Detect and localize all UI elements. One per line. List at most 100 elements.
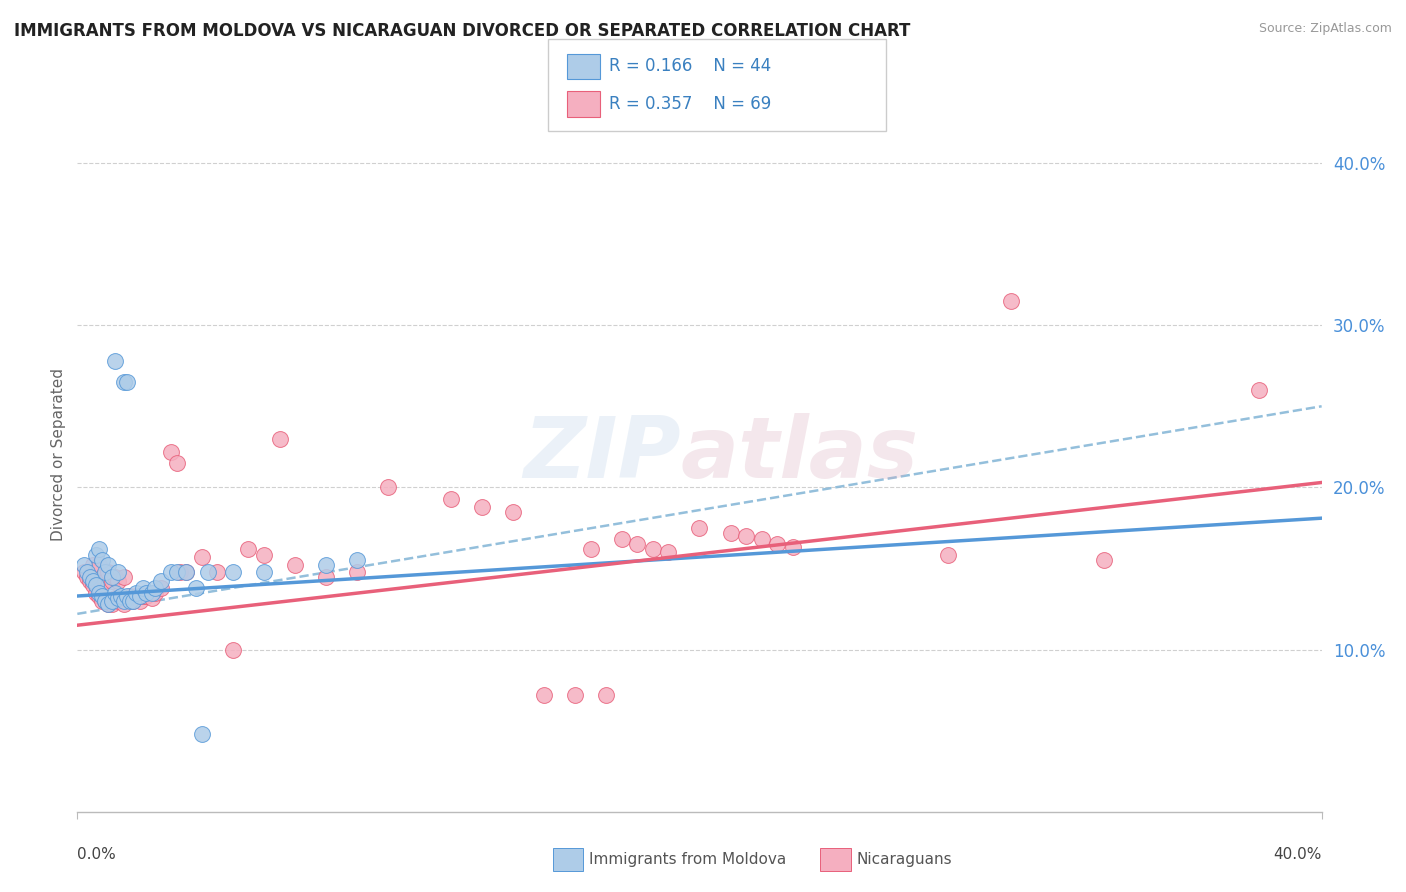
Point: [253, 549, 276, 563]
Point: [135, 586, 157, 600]
Point: [191, 550, 214, 565]
Point: [107, 565, 129, 579]
Point: [595, 688, 617, 702]
Point: [150, 581, 173, 595]
Point: [84, 565, 107, 579]
Point: [735, 529, 758, 543]
Point: [131, 581, 153, 595]
Point: [84, 549, 107, 563]
Point: [184, 581, 207, 595]
Point: [284, 558, 307, 573]
Point: [143, 581, 166, 595]
Point: [82, 558, 104, 573]
Text: atlas: atlas: [681, 413, 920, 497]
Point: [87, 586, 110, 600]
Point: [112, 569, 135, 583]
Point: [110, 591, 132, 605]
Point: [115, 589, 138, 603]
Point: [125, 586, 148, 600]
Point: [315, 569, 337, 583]
Point: [471, 500, 494, 514]
Point: [107, 574, 129, 589]
Point: [76, 565, 98, 579]
Point: [626, 537, 648, 551]
Point: [120, 589, 142, 603]
Point: [207, 565, 229, 579]
Point: [107, 594, 129, 608]
Point: [94, 574, 117, 589]
Text: 40.0%: 40.0%: [1274, 847, 1322, 863]
Point: [125, 589, 148, 603]
Text: Immigrants from Moldova: Immigrants from Moldova: [589, 853, 786, 867]
Point: [222, 642, 245, 657]
Text: IMMIGRANTS FROM MOLDOVA VS NICARAGUAN DIVORCED OR SEPARATED CORRELATION CHART: IMMIGRANTS FROM MOLDOVA VS NICARAGUAN DI…: [14, 22, 911, 40]
Point: [87, 589, 110, 603]
Point: [166, 565, 188, 579]
Point: [657, 545, 679, 559]
Point: [72, 565, 94, 579]
Point: [94, 594, 117, 608]
Point: [238, 541, 260, 556]
Point: [100, 569, 122, 583]
Point: [72, 558, 94, 573]
Point: [191, 727, 214, 741]
Point: [82, 577, 104, 591]
Point: [91, 589, 114, 603]
Point: [104, 586, 127, 600]
Point: [100, 597, 122, 611]
Point: [100, 594, 122, 608]
Text: 0.0%: 0.0%: [77, 847, 117, 863]
Point: [97, 558, 120, 573]
Point: [938, 549, 960, 563]
Point: [128, 589, 150, 603]
Point: [131, 589, 153, 603]
Text: Source: ZipAtlas.com: Source: ZipAtlas.com: [1258, 22, 1392, 36]
Text: ZIP: ZIP: [523, 413, 681, 497]
Point: [141, 591, 163, 605]
Point: [87, 558, 110, 573]
Point: [641, 541, 664, 556]
Text: R = 0.357    N = 69: R = 0.357 N = 69: [609, 95, 770, 113]
Point: [766, 537, 789, 551]
Point: [112, 375, 135, 389]
Point: [564, 688, 586, 702]
Point: [76, 569, 98, 583]
Point: [104, 591, 127, 605]
Point: [128, 594, 150, 608]
Point: [84, 577, 107, 591]
Point: [91, 553, 114, 567]
Point: [689, 521, 711, 535]
Point: [120, 594, 142, 608]
Point: [84, 586, 107, 600]
Point: [751, 533, 773, 547]
Point: [79, 569, 101, 583]
Point: [91, 594, 114, 608]
Point: [91, 569, 114, 583]
Point: [150, 574, 173, 589]
Point: [135, 589, 157, 603]
Point: [720, 525, 742, 540]
Y-axis label: Divorced or Separated: Divorced or Separated: [51, 368, 66, 541]
Point: [115, 375, 138, 389]
Point: [97, 597, 120, 611]
Point: [782, 541, 804, 555]
Point: [107, 591, 129, 605]
Point: [1000, 293, 1022, 308]
Point: [346, 553, 368, 567]
Point: [1249, 383, 1271, 397]
Point: [166, 456, 188, 470]
Point: [253, 565, 276, 579]
Point: [269, 432, 291, 446]
Point: [159, 444, 181, 458]
Point: [94, 594, 117, 608]
Point: [159, 565, 181, 579]
Point: [122, 594, 145, 608]
Point: [377, 480, 399, 494]
Point: [315, 558, 337, 573]
Point: [110, 589, 132, 603]
Point: [1092, 553, 1115, 567]
Point: [97, 597, 120, 611]
Point: [346, 565, 368, 579]
Point: [533, 688, 555, 702]
Point: [141, 586, 163, 600]
